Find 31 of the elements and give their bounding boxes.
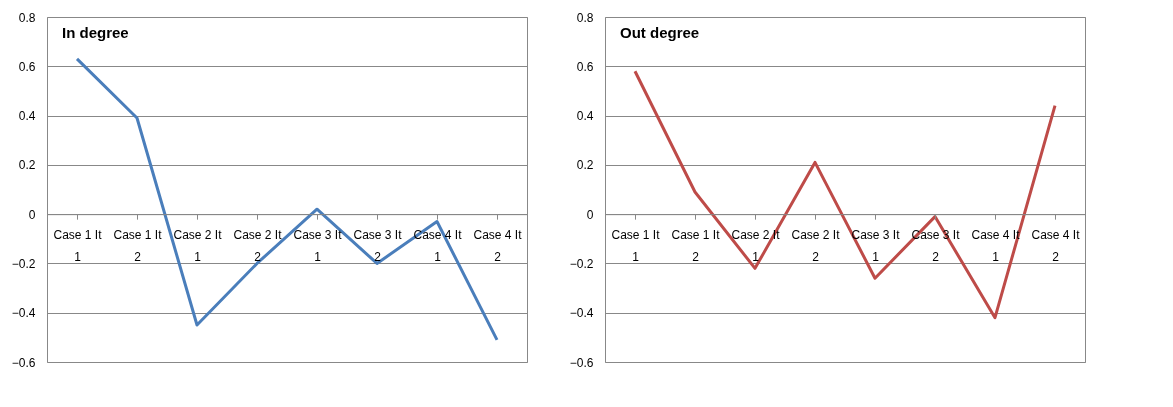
y-tick-label: −0.6: [11, 355, 36, 370]
y-tick-label: 0.4: [576, 109, 594, 124]
y-tick-label: −0.2: [11, 256, 36, 271]
y-tick-label: 0: [586, 207, 594, 222]
y-tick-label: 0.4: [18, 109, 36, 124]
y-tick-label: 0.6: [576, 59, 594, 74]
x-tick-label: Case 1 It 2: [671, 227, 721, 264]
y-tick-label: 0.8: [576, 10, 594, 25]
y-tick-label: −0.6: [569, 355, 594, 370]
y-tick-label: −0.2: [569, 256, 594, 271]
x-tick-label: Case 1 It 1: [611, 227, 661, 264]
y-tick-label: −0.4: [11, 306, 36, 321]
x-tick-label: Case 2 It 2: [233, 227, 283, 264]
y-tick-label: 0: [28, 207, 36, 222]
y-tick-label: 0.2: [18, 158, 36, 173]
chart-title: Out degree: [620, 24, 700, 41]
x-tick-label: Case 3 It 1: [293, 227, 343, 264]
y-tick-label: 0.6: [18, 59, 36, 74]
chart-title: In degree: [62, 24, 129, 41]
y-tick-label: 0.2: [576, 158, 594, 173]
x-tick-label: Case 2 It 2: [791, 227, 841, 264]
x-tick-label: Case 4 It 2: [1031, 227, 1081, 264]
x-tick-label: Case 3 It 2: [353, 227, 403, 264]
y-tick-label: 0.8: [18, 10, 36, 25]
x-tick-label: Case 4 It 1: [971, 227, 1021, 264]
x-tick-label: Case 4 It 2: [473, 227, 523, 264]
x-tick-label: Case 2 It 1: [731, 227, 781, 264]
x-tick-label: Case 1 It 2: [113, 227, 163, 264]
x-tick-label: Case 2 It 1: [173, 227, 223, 264]
y-tick-label: −0.4: [569, 306, 594, 321]
x-tick-label: Case 1 It 1: [53, 227, 103, 264]
